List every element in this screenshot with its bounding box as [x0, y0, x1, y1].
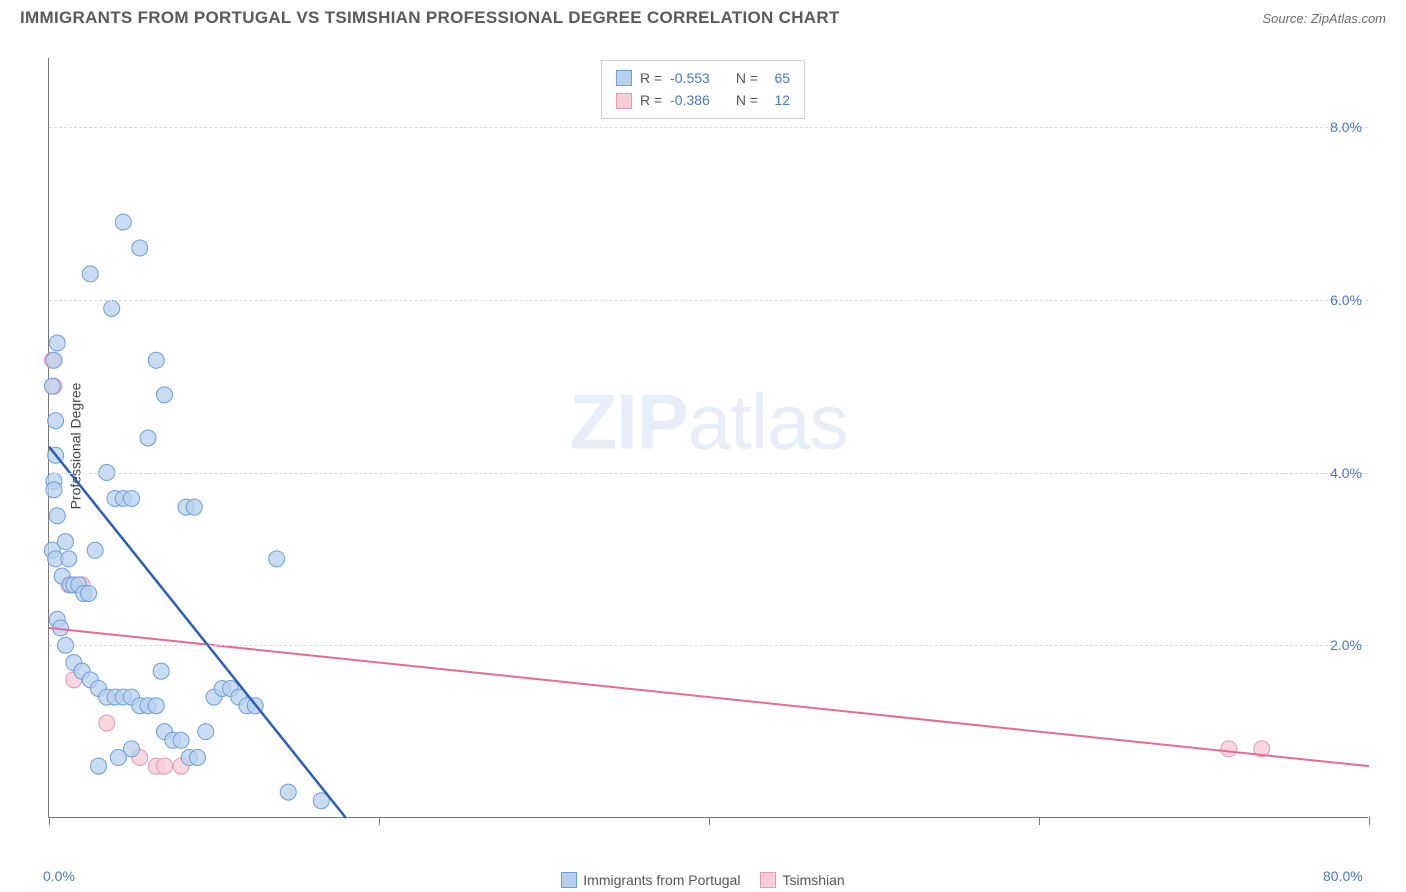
correlation-stats-box: R = -0.553 N = 65 R = -0.386 N = 12: [601, 60, 805, 119]
scatter-point: [81, 585, 97, 601]
scatter-point: [157, 758, 173, 774]
y-tick-label: 6.0%: [1330, 292, 1362, 308]
scatter-point: [124, 490, 140, 506]
scatter-point: [46, 352, 62, 368]
scatter-point: [280, 784, 296, 800]
legend-swatch: [561, 872, 577, 888]
legend-item: Immigrants from Portugal: [561, 872, 740, 888]
n-value: 65: [766, 67, 790, 89]
scatter-point: [124, 741, 140, 757]
scatter-point: [157, 387, 173, 403]
n-value: 12: [766, 89, 790, 111]
stats-row: R = -0.386 N = 12: [616, 89, 790, 111]
scatter-point: [46, 482, 62, 498]
x-tick-mark: [379, 817, 380, 825]
scatter-point: [148, 698, 164, 714]
chart-header: IMMIGRANTS FROM PORTUGAL VS TSIMSHIAN PR…: [0, 0, 1406, 32]
scatter-point: [1221, 741, 1237, 757]
chart-plot-area: ZIPatlas 2.0%4.0%6.0%8.0%: [48, 58, 1368, 818]
scatter-svg: [49, 58, 1368, 817]
grid-line: [49, 645, 1368, 646]
y-tick-label: 2.0%: [1330, 637, 1362, 653]
r-value: -0.553: [670, 67, 710, 89]
scatter-point: [140, 430, 156, 446]
grid-line: [49, 127, 1368, 128]
x-tick-label: 0.0%: [43, 868, 75, 884]
n-label: N =: [736, 89, 758, 111]
x-tick-mark: [1039, 817, 1040, 825]
scatter-point: [49, 508, 65, 524]
scatter-point: [173, 732, 189, 748]
x-tick-mark: [709, 817, 710, 825]
legend-swatch: [760, 872, 776, 888]
scatter-point: [48, 413, 64, 429]
scatter-point: [44, 378, 60, 394]
scatter-point: [87, 542, 103, 558]
scatter-point: [115, 214, 131, 230]
scatter-point: [132, 240, 148, 256]
y-tick-label: 4.0%: [1330, 465, 1362, 481]
x-tick-mark: [1369, 817, 1370, 825]
legend-label: Immigrants from Portugal: [583, 872, 740, 888]
scatter-point: [82, 266, 98, 282]
scatter-point: [148, 352, 164, 368]
grid-line: [49, 473, 1368, 474]
grid-line: [49, 300, 1368, 301]
scatter-point: [186, 499, 202, 515]
r-label: R =: [640, 89, 662, 111]
scatter-point: [49, 335, 65, 351]
scatter-point: [198, 724, 214, 740]
bottom-legend: Immigrants from Portugal Tsimshian: [0, 872, 1406, 888]
scatter-point: [190, 750, 206, 766]
source-label: Source: ZipAtlas.com: [1262, 11, 1386, 26]
legend-label: Tsimshian: [782, 872, 844, 888]
series-swatch: [616, 93, 632, 109]
x-tick-mark: [49, 817, 50, 825]
scatter-point: [61, 551, 77, 567]
n-label: N =: [736, 67, 758, 89]
scatter-point: [269, 551, 285, 567]
r-label: R =: [640, 67, 662, 89]
scatter-point: [99, 715, 115, 731]
r-value: -0.386: [670, 89, 710, 111]
scatter-point: [58, 534, 74, 550]
scatter-point: [91, 758, 107, 774]
x-tick-label: 80.0%: [1323, 868, 1363, 884]
legend-item: Tsimshian: [760, 872, 844, 888]
scatter-point: [104, 300, 120, 316]
stats-row: R = -0.553 N = 65: [616, 67, 790, 89]
scatter-point: [153, 663, 169, 679]
series-swatch: [616, 70, 632, 86]
y-tick-label: 8.0%: [1330, 119, 1362, 135]
chart-title: IMMIGRANTS FROM PORTUGAL VS TSIMSHIAN PR…: [20, 8, 840, 28]
